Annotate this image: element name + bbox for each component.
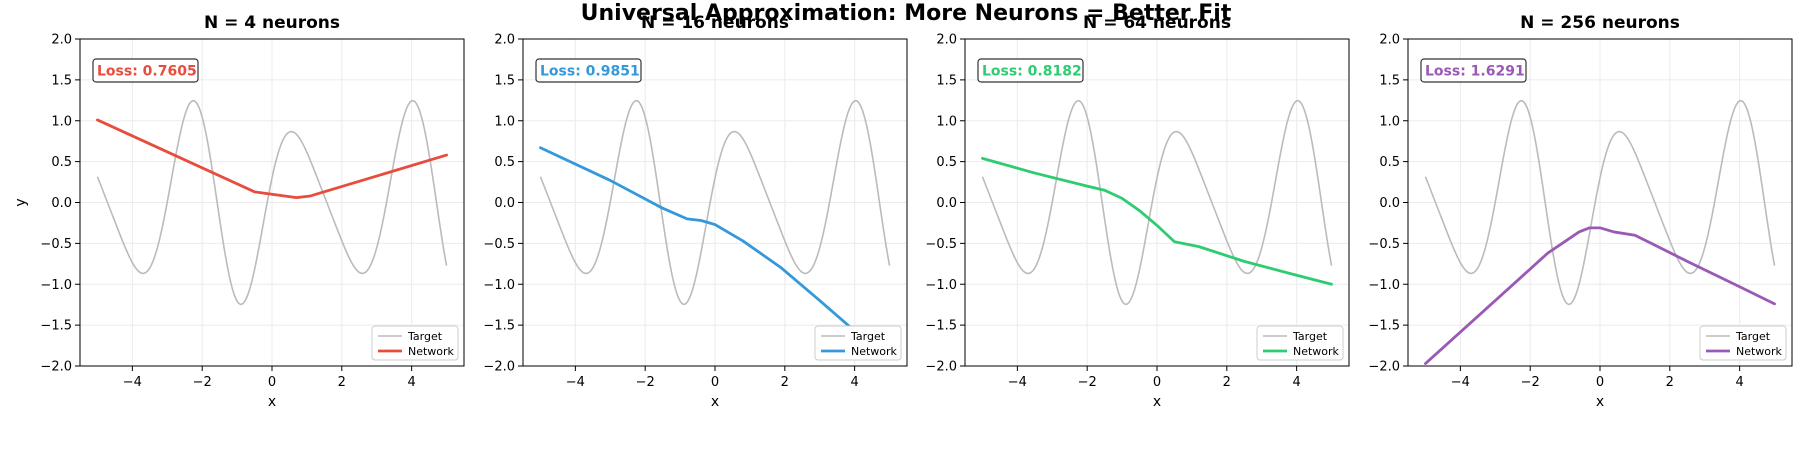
- x-tick-label: 2: [1666, 375, 1674, 390]
- y-tick-label: 0.5: [936, 155, 957, 170]
- y-tick-label: 0.0: [1379, 196, 1400, 211]
- x-tick-label: 0: [1596, 375, 1604, 390]
- y-tick-label: 1.5: [936, 73, 957, 88]
- x-tick-label: −4: [1451, 375, 1470, 390]
- loss-box: [977, 58, 1084, 83]
- target-series-line: [981, 99, 1333, 306]
- network-series-line: [96, 118, 448, 199]
- y-tick-label: 1.5: [51, 73, 72, 88]
- y-tick-label: −2.0: [483, 360, 515, 375]
- y-tick-label: −1.5: [925, 319, 957, 334]
- x-axis-label: x: [1596, 394, 1604, 410]
- y-tick-label: 0.5: [51, 155, 72, 170]
- legend-network-label: Network: [1736, 345, 1783, 358]
- loss-label: Loss: 1.6291: [1425, 64, 1525, 80]
- legend-target-label: Target: [1292, 330, 1328, 343]
- x-tick-label: −2: [636, 375, 655, 390]
- y-tick-label: 1.5: [494, 73, 515, 88]
- target-series-line: [96, 99, 448, 306]
- y-tick-label: 1.0: [51, 114, 72, 129]
- x-tick-label: −2: [1078, 375, 1097, 390]
- y-tick-label: 1.0: [936, 114, 957, 129]
- x-tick-label: 4: [407, 375, 415, 390]
- y-tick-label: −0.5: [483, 237, 515, 252]
- y-tick-label: 0.5: [494, 155, 515, 170]
- subplot-2: −4 −2 0 2 4 −2.0 −1.5 −1.0 −0.5 0.0 0.5 1.0 1.5 2.0 x N…: [483, 13, 908, 410]
- x-tick-label: 4: [850, 375, 858, 390]
- x-tick-label: −4: [566, 375, 585, 390]
- subplot-1: −4 −2 0 2 4 −2.0 −1.5 −1.0 −0.5 0.0 0.5 1.0 1.5 2.0 x y…: [13, 13, 465, 410]
- y-tick-label: −2.0: [925, 360, 957, 375]
- y-tick-label: 2.0: [51, 33, 72, 48]
- subplot-title: N = 64 neurons: [1083, 13, 1231, 33]
- legend-target-label: Target: [1735, 330, 1771, 343]
- x-tick-label: −2: [1521, 375, 1540, 390]
- y-tick-label: −1.5: [40, 319, 72, 334]
- x-axis-label: x: [1153, 394, 1161, 410]
- x-tick-label: 2: [338, 375, 346, 390]
- subplot-3: −4 −2 0 2 4 −2.0 −1.5 −1.0 −0.5 0.0 0.5 1.0 1.5 2.0 x N…: [925, 13, 1350, 410]
- target-series-line: [1424, 99, 1776, 306]
- x-tick-label: −2: [193, 375, 212, 390]
- y-tick-label: −1.5: [1368, 319, 1400, 334]
- y-tick-label: 2.0: [494, 33, 515, 48]
- y-tick-label: 0.0: [936, 196, 957, 211]
- subplot-title: N = 16 neurons: [641, 13, 789, 33]
- legend-target-label: Target: [850, 330, 886, 343]
- y-tick-label: −0.5: [925, 237, 957, 252]
- y-tick-label: 1.5: [1379, 73, 1400, 88]
- y-tick-label: 0.0: [51, 196, 72, 211]
- subplots: −4 −2 0 2 4 −2.0 −1.5 −1.0 −0.5 0.0 0.5 1.0 1.5 2.0 x y…: [13, 13, 1793, 410]
- x-tick-label: 0: [268, 375, 276, 390]
- y-tick-label: −1.0: [40, 278, 72, 293]
- y-tick-label: −2.0: [1368, 360, 1400, 375]
- loss-label: Loss: 0.8182: [982, 64, 1082, 80]
- y-tick-label: 2.0: [1379, 33, 1400, 48]
- x-tick-label: 4: [1735, 375, 1743, 390]
- x-tick-label: 2: [1223, 375, 1231, 390]
- y-tick-label: −1.5: [483, 319, 515, 334]
- loss-box: [1420, 58, 1527, 83]
- y-tick-label: 2.0: [936, 33, 957, 48]
- x-tick-label: 0: [711, 375, 719, 390]
- loss-box: [535, 58, 642, 83]
- network-series-line: [1424, 226, 1776, 365]
- y-tick-label: 1.0: [494, 114, 515, 129]
- network-series-line: [539, 146, 870, 345]
- x-tick-label: −4: [1008, 375, 1027, 390]
- y-axis-label: y: [13, 198, 29, 206]
- x-axis-label: x: [711, 394, 719, 410]
- subplot-4: −4 −2 0 2 4 −2.0 −1.5 −1.0 −0.5 0.0 0.5 1.0 1.5 2.0 x N…: [1368, 13, 1793, 410]
- loss-label: Loss: 0.7605: [97, 64, 197, 80]
- y-tick-label: −1.0: [483, 278, 515, 293]
- y-tick-label: 0.5: [1379, 155, 1400, 170]
- subplot-title: N = 4 neurons: [204, 13, 340, 33]
- network-series-line: [981, 156, 1333, 286]
- legend-network-label: Network: [1293, 345, 1340, 358]
- subplot-title: N = 256 neurons: [1520, 13, 1680, 33]
- y-tick-label: −2.0: [40, 360, 72, 375]
- target-series-line: [539, 99, 891, 306]
- legend-network-label: Network: [851, 345, 898, 358]
- y-tick-label: 1.0: [1379, 114, 1400, 129]
- y-tick-label: 0.0: [494, 196, 515, 211]
- y-tick-label: −1.0: [925, 278, 957, 293]
- figure-suptitle: Universal Approximation: More Neurons = …: [581, 1, 1232, 26]
- x-tick-label: 2: [781, 375, 789, 390]
- x-axis-label: x: [268, 394, 276, 410]
- legend-target-label: Target: [407, 330, 443, 343]
- loss-box: [92, 58, 199, 83]
- y-tick-label: −0.5: [1368, 237, 1400, 252]
- legend-network-label: Network: [408, 345, 455, 358]
- y-tick-label: −0.5: [40, 237, 72, 252]
- y-tick-label: −1.0: [1368, 278, 1400, 293]
- x-tick-label: −4: [123, 375, 142, 390]
- loss-label: Loss: 0.9851: [540, 64, 640, 80]
- x-tick-label: 4: [1292, 375, 1300, 390]
- x-tick-label: 0: [1153, 375, 1161, 390]
